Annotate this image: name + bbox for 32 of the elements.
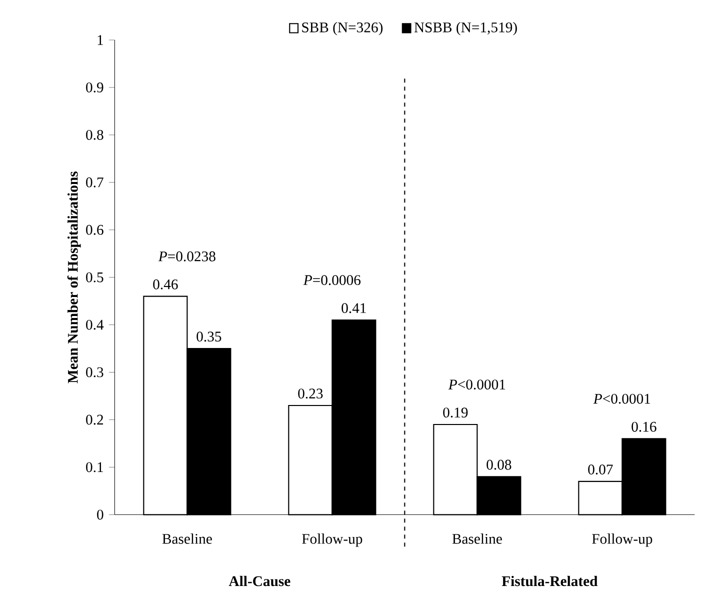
y-tick-label: 0.5: [86, 272, 104, 282]
data-label: 0.23: [298, 388, 323, 398]
x-tick-label: Baseline: [452, 533, 502, 544]
x-tick-label: Follow-up: [592, 533, 652, 547]
y-tick-label: 0.8: [86, 130, 104, 140]
annotation: P=0.0238: [158, 251, 216, 262]
data-label: 0.16: [632, 422, 656, 432]
data-label: 0.41: [342, 303, 366, 313]
annotation: P=0.0006: [303, 275, 361, 285]
y-tick-label: 0.1: [86, 462, 103, 472]
data-label: 0.46: [153, 279, 178, 290]
y-tick-label: 1: [98, 34, 103, 45]
x-tick-label: Baseline: [162, 533, 212, 544]
y-tick-label: 0.9: [86, 82, 104, 92]
data-label: 0.07: [588, 464, 613, 474]
y-tick-label: 0.4: [86, 320, 104, 330]
y-axis-title: Mean Number of Hospitalizations: [67, 171, 81, 384]
data-label: 0.19: [443, 407, 468, 418]
text: All-Cause: [228, 576, 290, 586]
legend-label: NSBB (N=1,519): [414, 22, 517, 36]
annotation: P<0.0001: [593, 394, 650, 404]
data-label: 0.08: [486, 460, 512, 470]
x-tick-label: Follow-up: [302, 533, 362, 547]
legend-label: SBB (N=326): [302, 22, 383, 36]
y-tick-label: 0.2: [86, 414, 104, 425]
y-tick-label: 0.6: [86, 224, 104, 235]
annotation: P<0.0001: [448, 379, 506, 390]
y-tick-label: 0.3: [86, 367, 104, 378]
y-tick-label: 0: [97, 510, 104, 520]
text: Fistula-Related: [502, 576, 598, 586]
y-tick-label: 0.7: [86, 177, 104, 188]
data-label: 0.35: [196, 331, 222, 342]
